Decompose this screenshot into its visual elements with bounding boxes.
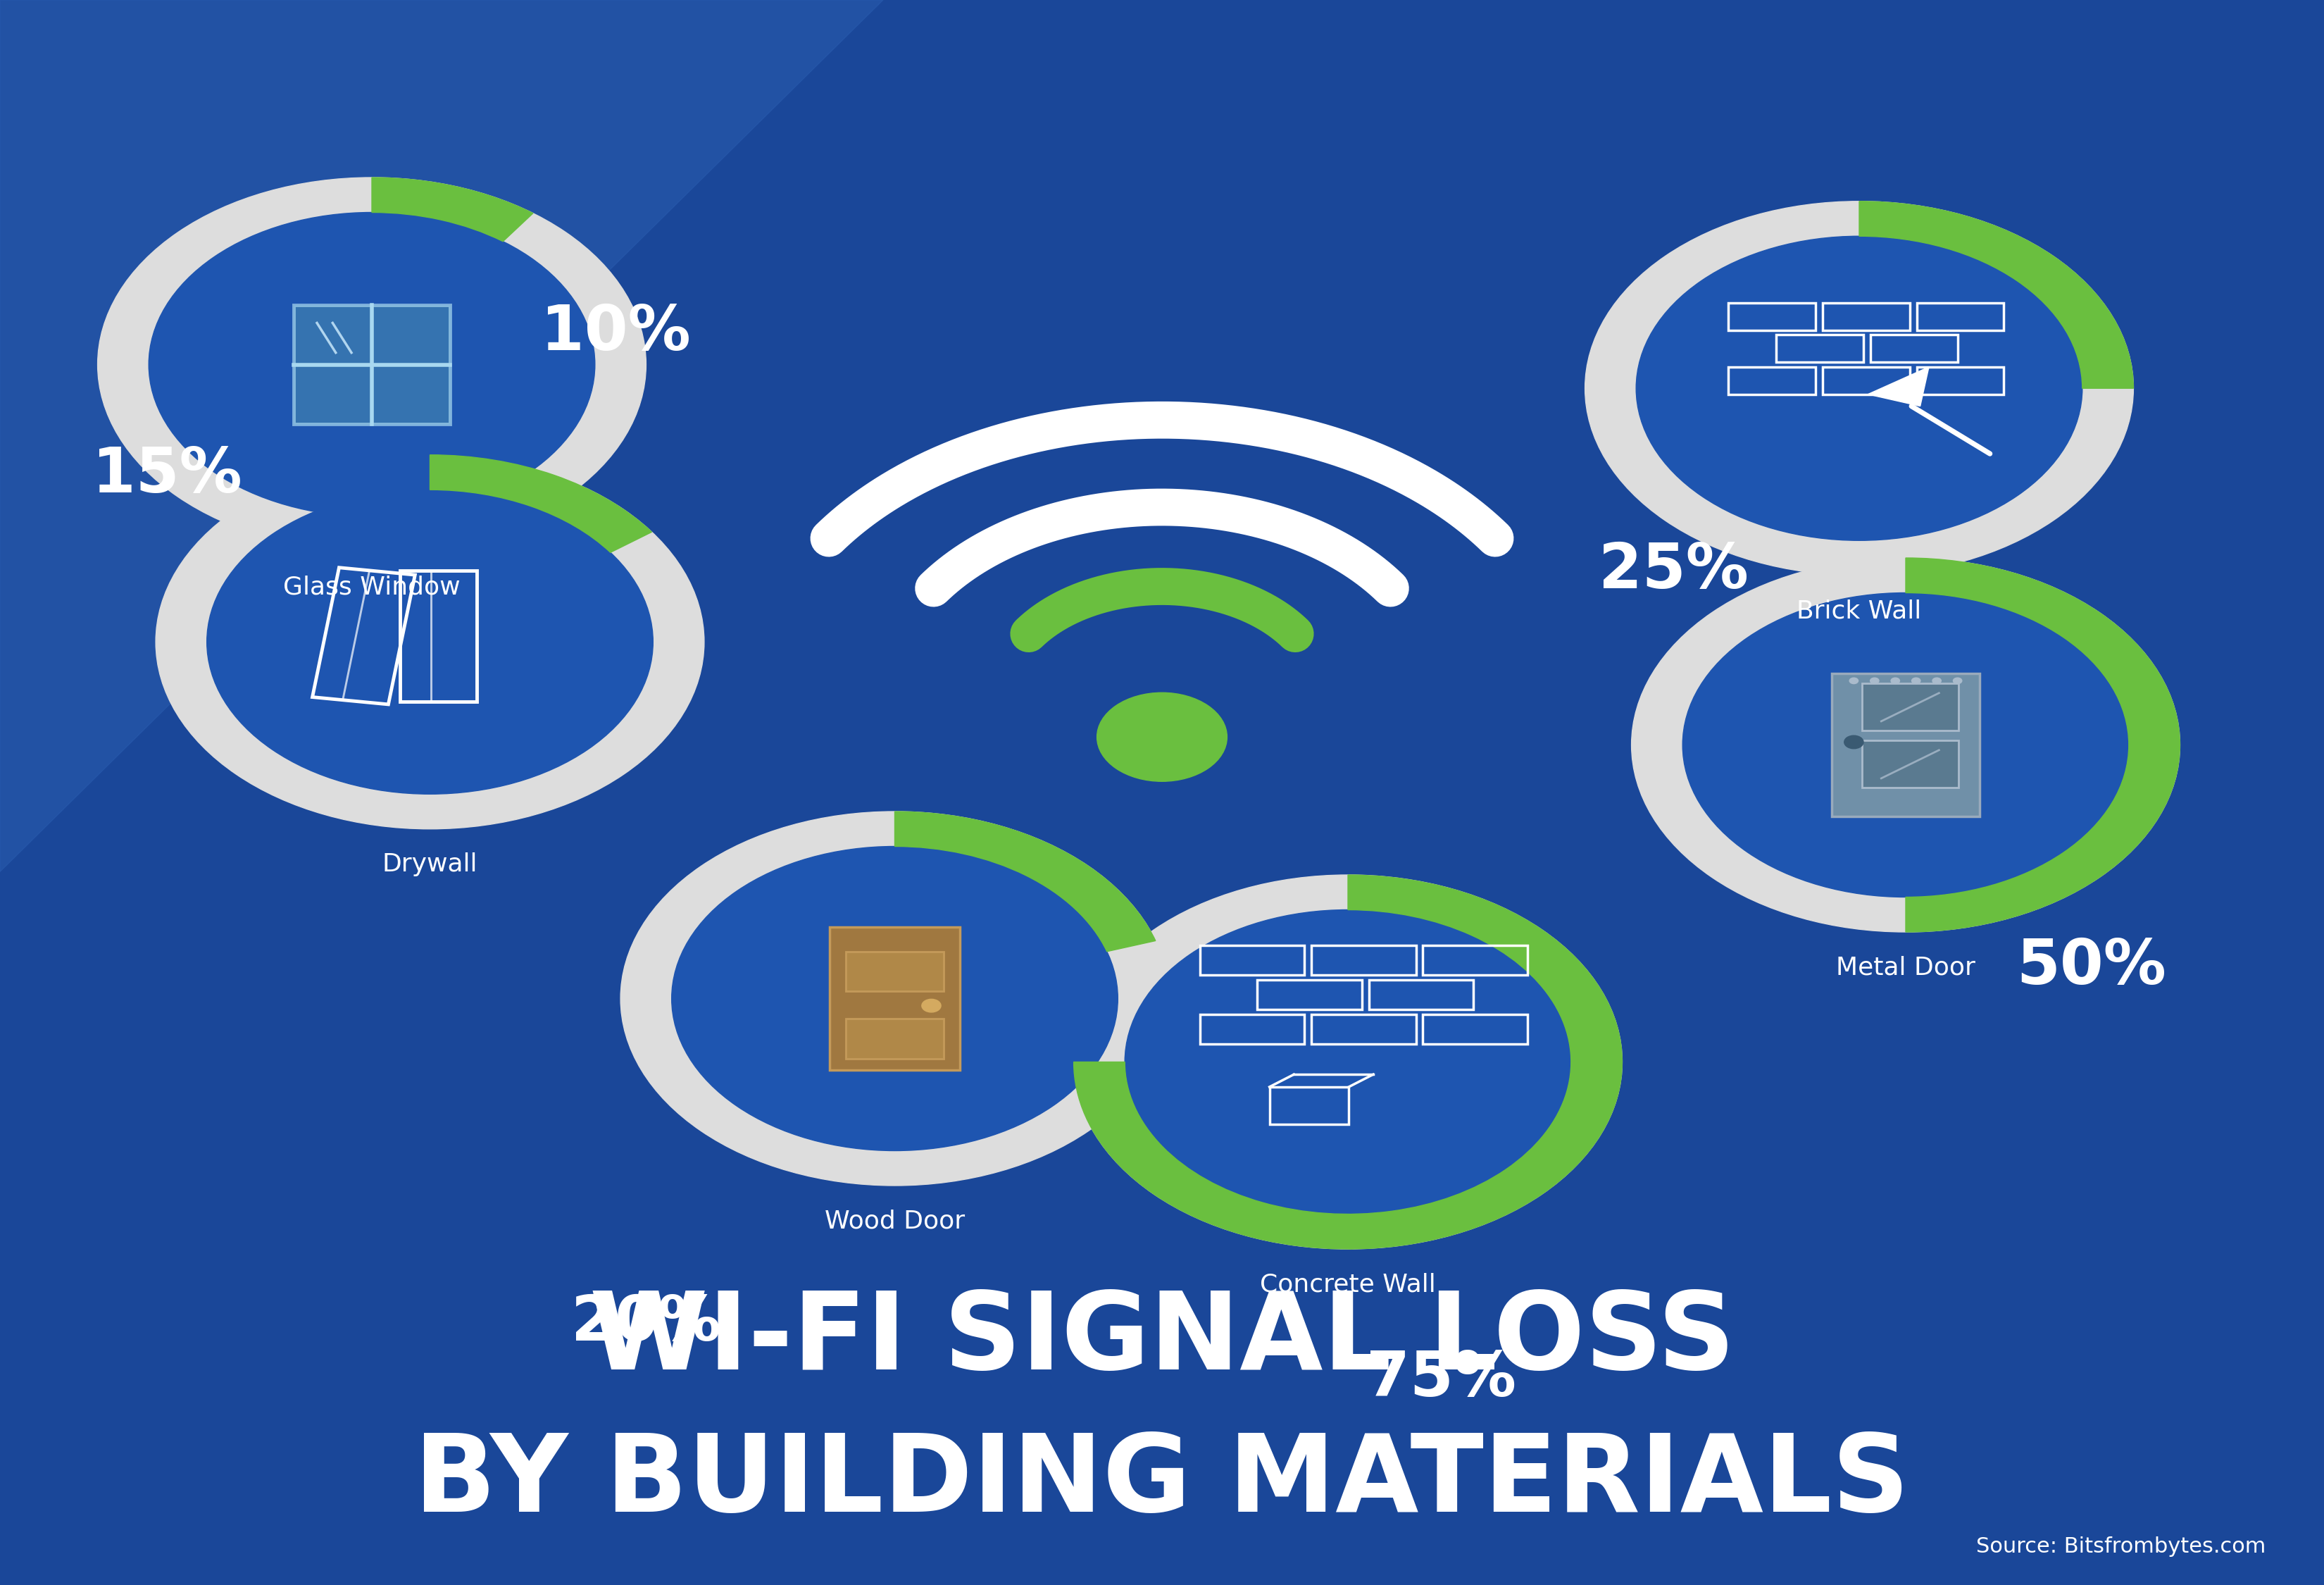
Polygon shape xyxy=(1868,366,1929,406)
Text: BY BUILDING MATERIALS: BY BUILDING MATERIALS xyxy=(414,1430,1910,1534)
Circle shape xyxy=(1892,678,1899,683)
Text: Wood Door: Wood Door xyxy=(825,1209,964,1233)
Text: WI-FI SIGNAL LOSS: WI-FI SIGNAL LOSS xyxy=(590,1287,1734,1392)
Text: Metal Door: Metal Door xyxy=(1836,956,1975,980)
Circle shape xyxy=(1952,678,1961,683)
Circle shape xyxy=(1845,735,1864,748)
Text: Brick Wall: Brick Wall xyxy=(1796,599,1922,623)
Circle shape xyxy=(1631,558,2180,932)
Circle shape xyxy=(98,178,646,552)
Wedge shape xyxy=(372,178,532,241)
Wedge shape xyxy=(1906,558,2180,932)
Wedge shape xyxy=(1074,875,1622,1249)
Circle shape xyxy=(621,812,1169,1186)
Text: Source: Bitsfrombytes.com: Source: Bitsfrombytes.com xyxy=(1975,1536,2266,1556)
Circle shape xyxy=(1097,693,1227,781)
FancyBboxPatch shape xyxy=(1862,683,1959,731)
FancyBboxPatch shape xyxy=(830,927,960,1070)
Circle shape xyxy=(1683,593,2129,897)
Wedge shape xyxy=(1859,201,2133,388)
Circle shape xyxy=(156,455,704,829)
Wedge shape xyxy=(430,455,651,553)
Text: 25%: 25% xyxy=(1599,540,1748,601)
Text: Concrete Wall: Concrete Wall xyxy=(1260,1273,1436,1297)
FancyBboxPatch shape xyxy=(293,304,451,423)
Circle shape xyxy=(207,490,653,794)
Circle shape xyxy=(1074,875,1622,1249)
Text: 20%: 20% xyxy=(572,1293,720,1354)
Polygon shape xyxy=(0,0,883,872)
Circle shape xyxy=(672,846,1118,1151)
Text: 50%: 50% xyxy=(2017,937,2166,997)
Circle shape xyxy=(1125,910,1571,1214)
Text: 15%: 15% xyxy=(93,445,242,506)
Circle shape xyxy=(1850,678,1859,683)
Circle shape xyxy=(1636,236,2082,540)
Circle shape xyxy=(149,212,595,517)
FancyBboxPatch shape xyxy=(1831,674,1980,816)
Circle shape xyxy=(923,999,941,1013)
Circle shape xyxy=(1934,678,1941,683)
Text: 75%: 75% xyxy=(1367,1349,1515,1409)
FancyBboxPatch shape xyxy=(846,1019,944,1059)
FancyBboxPatch shape xyxy=(1862,740,1959,788)
Text: Glass Window: Glass Window xyxy=(284,575,460,599)
FancyBboxPatch shape xyxy=(846,951,944,992)
Wedge shape xyxy=(895,812,1155,951)
Circle shape xyxy=(1871,678,1878,683)
Circle shape xyxy=(1585,201,2133,575)
Circle shape xyxy=(1913,678,1920,683)
Text: 10%: 10% xyxy=(541,303,690,363)
Text: Drywall: Drywall xyxy=(381,853,479,877)
